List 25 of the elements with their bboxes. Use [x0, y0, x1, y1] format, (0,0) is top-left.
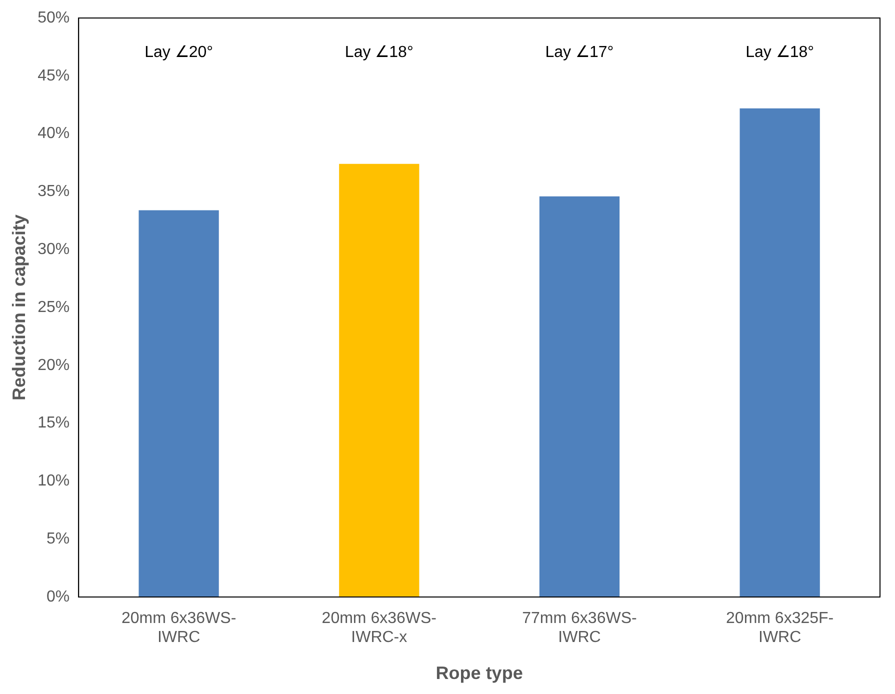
x-axis-title: Rope type: [436, 663, 523, 684]
bar: [138, 210, 219, 597]
bar: [740, 108, 820, 597]
y-tick-label: 30%: [38, 241, 70, 258]
y-tick-label: 25%: [38, 298, 70, 316]
y-tick-label: 40%: [38, 125, 70, 142]
annotation: Lay ∠18°: [746, 44, 814, 62]
bar: [539, 196, 620, 597]
x-tick-label: 20mm 6x36WS-IWRC: [121, 610, 236, 646]
x-tick-label: 77mm 6x36WS-IWRC: [522, 610, 637, 646]
y-axis-title: Reduction in capacity: [8, 214, 29, 401]
y-tick-label: 45%: [38, 67, 70, 84]
y-tick-label: 10%: [38, 472, 70, 490]
y-tick-label: 0%: [46, 588, 70, 606]
y-tick-label: 20%: [38, 356, 70, 374]
y-tick-label: 5%: [46, 530, 70, 548]
y-tick-label: 35%: [38, 183, 70, 200]
y-tick-label: 50%: [38, 9, 70, 26]
x-tick-label: 20mm 6x325F-IWRC: [726, 610, 834, 646]
annotation: Lay ∠20°: [144, 44, 214, 62]
annotation: Lay ∠17°: [545, 44, 614, 62]
bar: [339, 164, 420, 597]
annotation: Lay ∠18°: [344, 44, 414, 62]
x-tick-label: 20mm 6x36WS-IWRC-x: [322, 610, 436, 646]
y-tick-label: 15%: [38, 414, 70, 432]
